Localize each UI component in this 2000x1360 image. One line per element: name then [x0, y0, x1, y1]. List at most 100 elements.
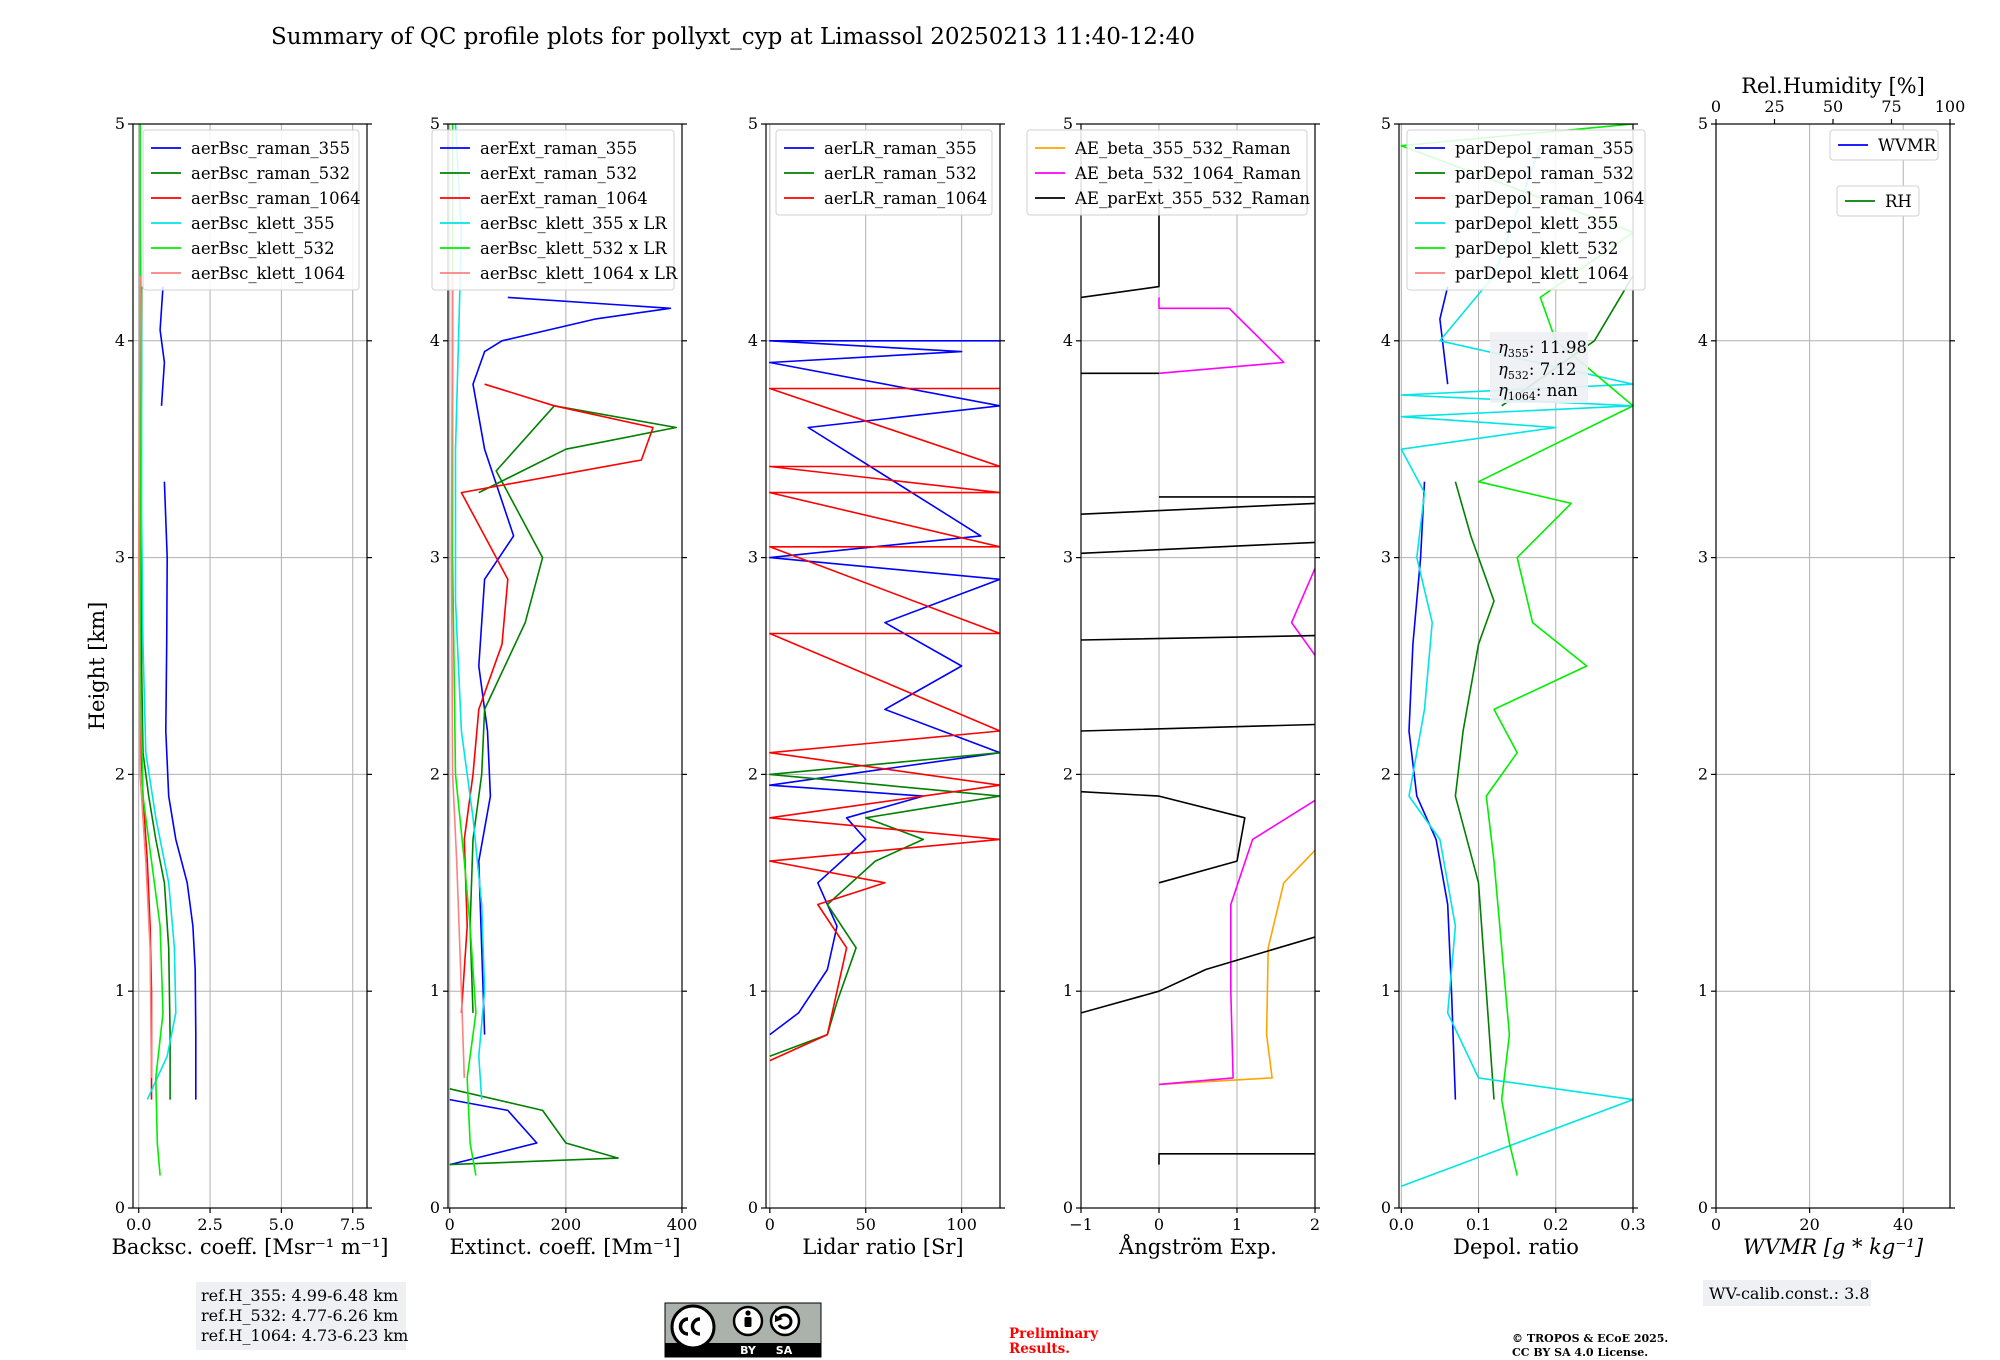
by-attribution-icon [732, 1305, 764, 1337]
grid-wv [1715, 123, 1950, 1209]
series-aerExt_raman_532 [449, 405, 677, 1166]
eta-sub-355: 355 [1508, 347, 1529, 360]
legend-label: aerBsc_klett_355 x LR [480, 214, 667, 233]
series-aerLR_raman_355 [769, 340, 1000, 1036]
series-parDepol_klett_532 [1400, 124, 1633, 1176]
svg-text:η355: 11.98: η355: 11.98 [1498, 338, 1587, 360]
series-parDepol_raman_355 [1408, 286, 1457, 1100]
axes-frame [132, 123, 368, 1209]
y-tick-label: 5 [1063, 114, 1073, 133]
series-aerBsc_klett_1064 [137, 275, 153, 1078]
y-tick-label: 4 [748, 331, 758, 350]
legend-label: AE_beta_355_532_Raman [1074, 139, 1291, 158]
x-axis-label-wv: WVMR [g * kg⁻¹] [1743, 1235, 1924, 1259]
eta-sub-532: 532 [1508, 369, 1529, 382]
x-tick-label: −1 [1069, 1215, 1093, 1234]
legend-WVMR: WVMR [1829, 129, 1939, 161]
legend-ae: AE_beta_355_532_Raman AE_beta_532_1064_Ra… [1026, 129, 1310, 216]
x-tick-label: 0.0 [126, 1215, 151, 1234]
y-tick-label: 3 [1063, 548, 1073, 567]
ref-height-355: ref.H_355: 4.99-6.48 km [201, 1286, 398, 1305]
eta-annotation: η355: 11.98 η532: 7.12 η1064: nan [1490, 332, 1588, 403]
top-x-tick-label: 75 [1881, 97, 1901, 116]
y-tick-label: 4 [430, 331, 440, 350]
x-axis-label-lr: Lidar ratio [Sr] [802, 1235, 963, 1259]
panel-depol: 0 1 2 3 4 5 0.0 0.1 0.2 0.3 Depol. ratio parDepol_r… [1381, 114, 1646, 1259]
y-tick-label: 3 [115, 548, 125, 567]
x-tick-label: 200 [551, 1215, 582, 1234]
x-tick-label: 0.0 [1389, 1215, 1414, 1234]
x-tick-label: 1 [1232, 1215, 1242, 1234]
wv-calib-text: WV-calib.const.: 3.8 [1709, 1284, 1870, 1303]
legend-lr: aerLR_raman_355 aerLR_raman_532 aerLR_rama… [775, 129, 993, 216]
axes-frame [1080, 123, 1316, 1209]
x-axis-label-ext: Extinct. coeff. [Mm⁻¹] [449, 1235, 680, 1259]
wv-calibration-box: WV-calib.const.: 3.8 [1703, 1280, 1871, 1306]
axes-frame [1715, 123, 1951, 1209]
legend-label: WVMR [1878, 136, 1937, 155]
svg-text:η1064: nan: η1064: nan [1498, 381, 1578, 403]
y-tick-label: 3 [430, 548, 440, 567]
series-group-ae [1081, 189, 1315, 1165]
series-group-ext [449, 124, 677, 1176]
y-tick-label: 1 [748, 981, 758, 1000]
top-x-tick-label: 100 [1935, 97, 1966, 116]
legend-label: aerExt_raman_355 [480, 139, 637, 158]
x-axis-label-bsc: Backsc. coeff. [Msr⁻¹ m⁻¹] [112, 1235, 389, 1259]
eta-symbol-1064: η [1498, 381, 1508, 400]
y-tick-label: 5 [748, 114, 758, 133]
axes-frame [1398, 123, 1634, 1209]
x-tick-label: 0 [445, 1215, 455, 1234]
legend-label: parDepol_raman_355 [1455, 139, 1634, 158]
legend-ext: aerExt_raman_355 aerExt_raman_532 aerExt_r… [431, 129, 678, 291]
legend-label: aerBsc_raman_355 [191, 139, 350, 158]
eta-value-1064: nan [1547, 381, 1578, 400]
x-tick-label: 400 [667, 1215, 698, 1234]
x-tick-label: 2.5 [197, 1215, 222, 1234]
legend-label: parDepol_raman_1064 [1455, 189, 1644, 208]
legend-label: aerBsc_klett_1064 [191, 264, 345, 283]
legend-label: aerLR_raman_1064 [824, 189, 987, 208]
legend-box [1406, 129, 1646, 291]
eta-symbol-532: η [1498, 360, 1508, 379]
y-tick-label: 0 [430, 1198, 440, 1217]
y-tick-label: 2 [430, 764, 440, 783]
legend-label: aerLR_raman_532 [824, 164, 977, 183]
legend-RH: RH [1836, 185, 1920, 217]
sa-sharealike-icon [769, 1305, 801, 1337]
axes-frame [447, 123, 683, 1209]
legend-label: aerBsc_raman_532 [191, 164, 350, 183]
cc-by-sa-license-badge: BY SA [664, 1302, 822, 1358]
preliminary-label-line1: Preliminary [1009, 1326, 1099, 1342]
grid-lr [766, 123, 1000, 1209]
legend-label: parDepol_klett_532 [1455, 239, 1618, 258]
top-x-tick-label: 0 [1711, 97, 1721, 116]
badge-sa-label: SA [776, 1344, 793, 1357]
x-tick-label: 50 [856, 1215, 876, 1234]
legend-label: parDepol_raman_532 [1455, 164, 1634, 183]
copyright-line1: © TROPOS & ECoE 2025. [1512, 1332, 1668, 1345]
x-tick-label: 0.2 [1543, 1215, 1568, 1234]
eta-value-355: 11.98 [1540, 338, 1587, 357]
series-aerBsc_klett_1064 x LR [450, 275, 466, 1078]
legend-depol: parDepol_raman_355 parDepol_raman_532 parD… [1406, 129, 1646, 291]
y-tick-label: 3 [1381, 548, 1391, 567]
legend-box [1836, 185, 1920, 217]
x-tick-label: 100 [946, 1215, 977, 1234]
legend-box [1829, 129, 1939, 161]
y-tick-label: 4 [115, 331, 125, 350]
preliminary-label-line2: Results. [1009, 1341, 1070, 1357]
legend-label: aerExt_raman_532 [480, 164, 637, 183]
series-aerLR_raman_532 [769, 751, 1000, 1057]
legend-label: aerBsc_raman_1064 [191, 189, 361, 208]
legend-label: aerBsc_klett_532 x LR [480, 239, 667, 258]
y-tick-label: 1 [1381, 981, 1391, 1000]
legend-label: aerBsc_klett_532 [191, 239, 335, 258]
series-aerBsc_klett_355 [139, 124, 177, 1100]
y-tick-label: 2 [1381, 764, 1391, 783]
reference-heights-box: ref.H_355: 4.99-6.48 km ref.H_532: 4.77-… [196, 1282, 408, 1350]
